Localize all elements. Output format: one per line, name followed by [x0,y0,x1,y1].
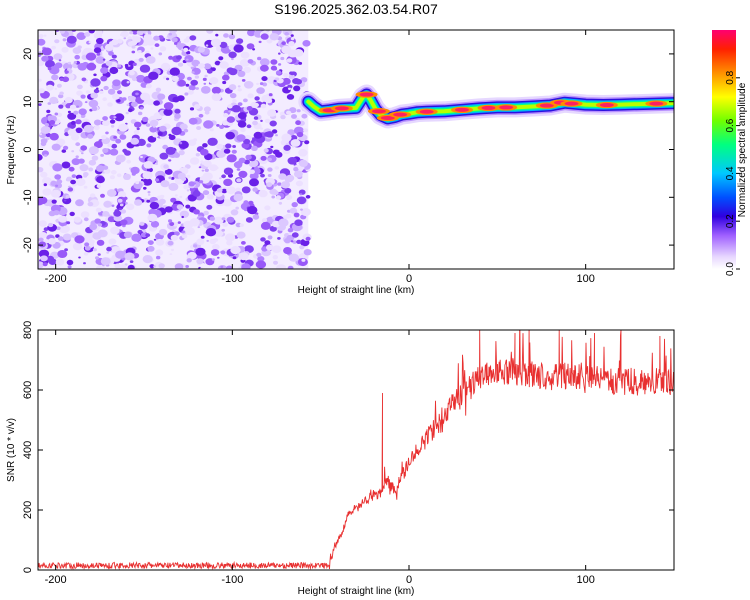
spectrogram-x-tick-label: 0 [406,273,412,285]
snr-ticks: -200 -100 0 100 0 200 400 600 800 [22,321,674,586]
spectrogram-y-tick-label: -10 [22,189,34,205]
spectrogram-y-tick-label: -20 [22,237,34,253]
colorbar-tick-label: 0.6 [725,118,736,132]
colorbar-ticks: 0.0 0.2 0.4 0.6 0.8 [725,70,740,276]
spectrogram-y-tick-label: 10 [22,96,34,108]
colorbar-tick-label: 0.8 [725,70,736,84]
spectrogram-x-tick-label: -200 [45,273,67,285]
snr-frame [37,329,675,571]
colorbar: 0.0 0.2 0.4 0.6 0.8 Normalized spectral ampl… [712,30,748,276]
snr-y-axis-label: SNR (10 * v/v) [6,418,17,482]
spectrogram-x-axis-label: Height of straight line (km) [298,285,415,296]
spectrogram-y-axis-label: Frequency (Hz) [6,116,17,185]
snr-y-tick-label: 0 [22,567,34,573]
snr-x-tick-label: -100 [221,574,243,586]
snr-series-line [38,330,674,570]
colorbar-label: Normalized spectral amplitude [737,82,748,217]
colorbar-tick-label: 0.4 [725,166,736,180]
snr-y-tick-label: 400 [22,441,34,459]
colorbar-gradient [712,30,736,269]
spectrogram-x-tick-label: 100 [576,273,594,285]
spectrogram-x-tick-label: -100 [221,273,243,285]
snr-x-tick-label: 100 [576,574,594,586]
snr-y-tick-label: 600 [22,381,34,399]
spectrogram-y-tick-label: 20 [22,48,34,60]
noise-region [38,30,312,269]
snr-y-tick-label: 800 [22,321,34,339]
figure-title: S196.2025.362.03.54.R07 [274,1,438,17]
snr-x-tick-label: 0 [406,574,412,586]
snr-content [38,330,674,570]
snr-x-axis-label: Height of straight line (km) [298,586,415,597]
spectrogram-y-tick-label: 0 [22,146,34,152]
colorbar-tick-label: 0.0 [725,262,736,276]
spectrogram-content [38,30,674,269]
colorbar-tick-label: 0.2 [725,214,736,228]
snr-y-tick-label: 200 [22,501,34,519]
snr-panel: -200 -100 0 100 0 200 400 600 800 Height of stra… [6,321,675,597]
snr-x-tick-label: -200 [45,574,67,586]
